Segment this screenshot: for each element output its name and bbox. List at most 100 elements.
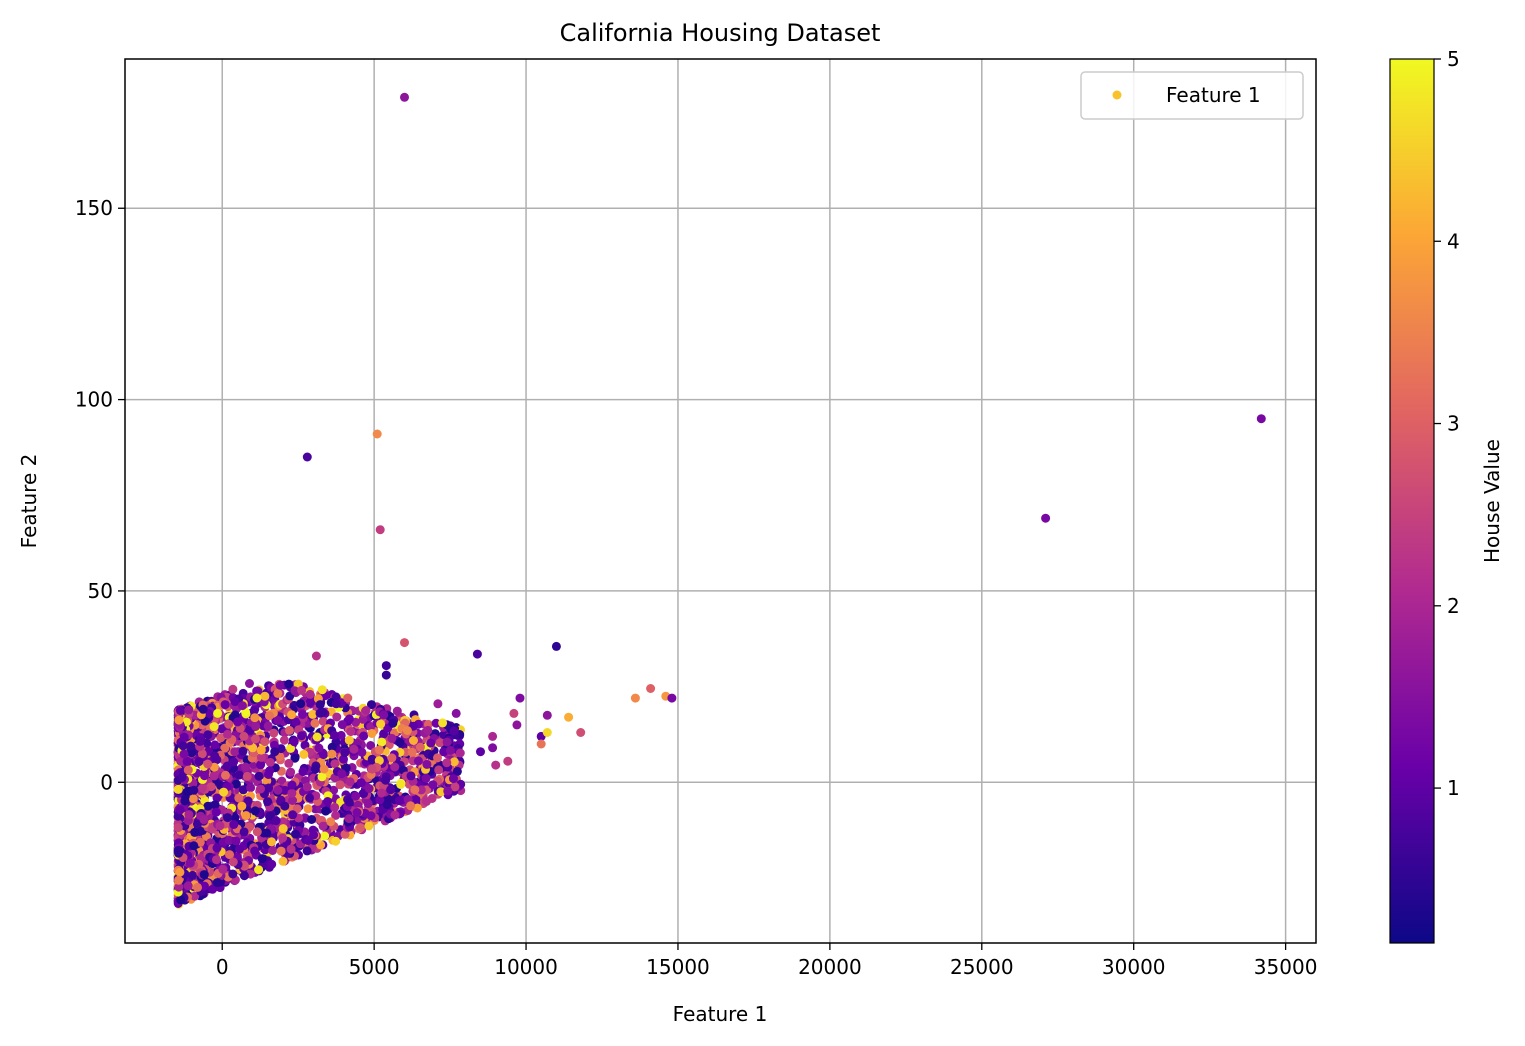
scatter-point (241, 811, 251, 821)
x-tick-label: 30000 (1102, 955, 1166, 979)
scatter-point (273, 715, 283, 725)
scatter-point (297, 685, 307, 695)
scatter-point (377, 788, 386, 798)
y-tick-label: 150 (75, 196, 113, 220)
scatter-point (298, 767, 308, 777)
scatter-point (442, 758, 452, 768)
scatter-point (476, 747, 485, 757)
scatter-point (263, 797, 273, 807)
scatter-point (390, 810, 400, 820)
scatter-point (396, 780, 406, 789)
scatter-point (409, 736, 418, 745)
scatter-point (422, 759, 432, 769)
colorbar-ticks: 1 2 3 4 5 (1434, 47, 1460, 800)
scatter-point (439, 747, 449, 757)
scatter-point (356, 778, 366, 788)
scatter-point (472, 649, 482, 659)
scatter-point (515, 693, 525, 703)
scatter-point (286, 743, 296, 753)
scatter-point (297, 731, 306, 741)
x-axis-title: Feature 1 (673, 1002, 768, 1026)
scatter-point (277, 776, 287, 786)
scatter-point (320, 831, 330, 841)
scatter-point (173, 784, 183, 794)
scatter-point (271, 816, 281, 826)
scatter-point (268, 846, 278, 855)
scatter-point (335, 780, 345, 790)
scatter-point (250, 806, 260, 816)
scatter-point (190, 827, 200, 837)
scatter-point (179, 732, 189, 742)
scatter-point (212, 855, 221, 865)
scatter-point (321, 806, 331, 816)
scatter-point (176, 756, 186, 766)
scatter-point (220, 700, 230, 710)
scatter-point (287, 710, 297, 720)
scatter-point (224, 719, 234, 729)
x-tick-label: 10000 (494, 955, 558, 979)
scatter-point (238, 785, 248, 795)
scatter-point (413, 756, 423, 766)
scatter-point (422, 797, 431, 806)
scatter-point (280, 801, 290, 811)
scatter-point (260, 737, 270, 747)
colorbar-tick-label: 1 (1447, 776, 1460, 800)
scatter-point (330, 730, 339, 740)
scatter-point (237, 801, 247, 811)
scatter-point (438, 718, 448, 728)
scatter-point (343, 693, 353, 703)
scatter-point (182, 756, 192, 766)
scatter-point (395, 738, 405, 747)
scatter-point (402, 726, 412, 735)
scatter-point (296, 699, 306, 709)
scatter-point (279, 735, 289, 745)
x-axis-ticks: 0 5000 10000 15000 20000 25000 30000 35000 (216, 943, 1317, 979)
scatter-point (194, 757, 204, 767)
scatter-point (388, 718, 398, 728)
scatter-point (308, 709, 318, 719)
scatter-point (284, 679, 294, 689)
scatter-point (290, 686, 300, 696)
scatter-point (195, 736, 205, 746)
scatter-point (337, 720, 347, 730)
scatter-point (241, 762, 250, 772)
scatter-point (488, 731, 498, 741)
scatter-point (208, 884, 217, 894)
scatter-point (199, 870, 209, 880)
scatter-point (423, 725, 433, 735)
scatter-point (319, 750, 328, 760)
scatter-point (646, 684, 656, 693)
scatter-point (344, 714, 354, 724)
scatter-point (210, 740, 220, 750)
scatter-point (366, 722, 376, 732)
scatter-point (433, 699, 443, 709)
scatter-point (203, 730, 213, 740)
scatter-point (254, 865, 264, 875)
scatter-point (436, 787, 446, 797)
legend-label: Feature 1 (1166, 83, 1261, 107)
scatter-point (288, 810, 298, 820)
scatter-point (190, 891, 200, 901)
scatter-point (442, 737, 452, 747)
scatter-point (318, 821, 328, 831)
scatter-point (198, 704, 208, 714)
scatter-point (184, 810, 194, 820)
scatter-point (251, 734, 260, 744)
scatter-point (278, 856, 288, 866)
x-tick-label: 25000 (950, 955, 1014, 979)
scatter-point (209, 762, 219, 772)
scatter-point (415, 742, 425, 752)
scatter-point (228, 857, 238, 867)
scatter-point (449, 726, 459, 736)
scatter-point (376, 719, 386, 729)
scatter-point (183, 881, 193, 891)
scatter-point (254, 771, 264, 781)
scatter-point (372, 429, 382, 439)
scatter-point (251, 722, 261, 731)
scatter-point (252, 693, 262, 703)
scatter-point (307, 815, 317, 824)
colorbar: 1 2 3 4 5 House Value (1389, 47, 1504, 944)
scatter-point (352, 808, 362, 817)
scatter-point (503, 756, 513, 766)
scatter-point (344, 797, 354, 807)
